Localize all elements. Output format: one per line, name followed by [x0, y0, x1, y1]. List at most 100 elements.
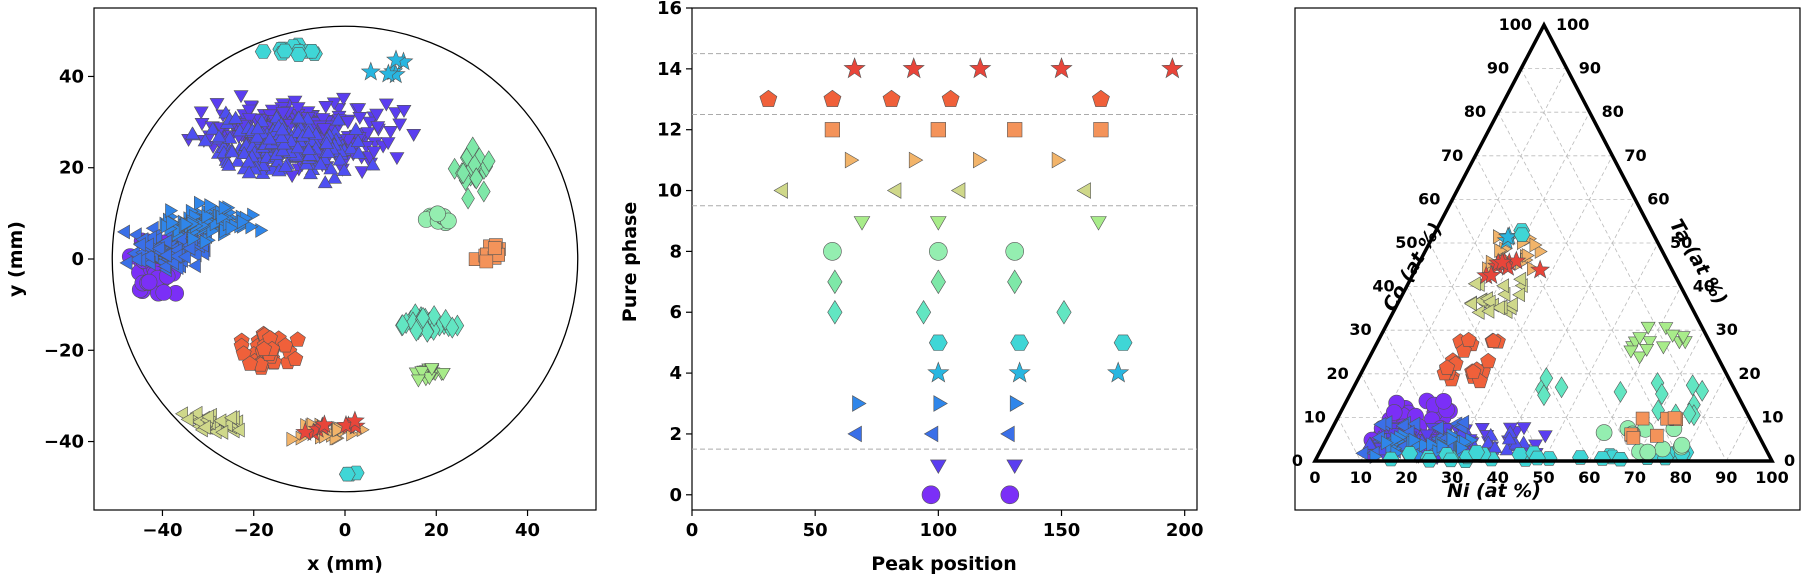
x-tick-label: 50	[803, 520, 828, 541]
data-point	[197, 419, 211, 435]
data-point	[330, 112, 346, 126]
phase-peak-marker	[1050, 57, 1073, 79]
ternary-grid-line	[1634, 330, 1704, 462]
x-tick-label: −20	[234, 520, 274, 541]
data-point	[276, 136, 292, 150]
ternary-point	[1632, 332, 1648, 346]
data-point	[318, 101, 334, 114]
ternary-point	[1381, 435, 1394, 451]
data-point	[327, 170, 343, 184]
data-point	[155, 284, 172, 301]
ternary-point	[1667, 411, 1682, 425]
ternary-point	[1537, 384, 1551, 407]
data-point	[369, 108, 385, 122]
ternary-point	[1665, 329, 1681, 343]
phase-peak-marker	[1006, 459, 1024, 474]
ternary-bottom-tick: 50	[1532, 468, 1554, 487]
ternary-point	[1623, 345, 1639, 359]
pure-phase-dashed-lines	[692, 53, 1197, 450]
data-point	[205, 121, 221, 135]
data-point	[351, 103, 367, 117]
y-tick-label: −20	[44, 340, 84, 361]
ternary-point	[1554, 376, 1569, 399]
data-point	[348, 121, 364, 135]
phase-peak-marker	[1107, 361, 1130, 383]
data-point	[424, 363, 440, 376]
wafer-map-ylabel: y (mm)	[5, 221, 27, 297]
ternary-right-tick: 40	[1693, 277, 1715, 296]
data-point	[287, 95, 303, 109]
ternary-left-tick: 60	[1418, 189, 1440, 208]
data-point	[319, 135, 335, 149]
ternary-point	[1491, 300, 1505, 316]
ternary-left-tick: 80	[1464, 102, 1486, 121]
x-tick-label: 0	[686, 520, 699, 541]
data-point	[180, 411, 194, 427]
ternary-point	[1373, 416, 1387, 432]
ternary-point	[1504, 296, 1518, 312]
phase-peak-marker	[1010, 334, 1029, 351]
data-point	[201, 409, 214, 425]
phase-peak-marker	[1009, 395, 1025, 412]
data-point	[180, 216, 194, 232]
phase-peak-marker	[928, 242, 948, 261]
ternary-point	[1529, 237, 1543, 253]
data-point	[421, 372, 437, 386]
data-point	[249, 129, 265, 143]
data-point	[221, 157, 237, 171]
x-tick-label: 40	[515, 520, 540, 541]
ternary-bottom-tick: 0	[1309, 468, 1320, 487]
x-tick-label: 100	[920, 520, 958, 541]
data-point	[151, 241, 165, 257]
ternary-point	[1626, 431, 1641, 445]
ternary-grid-line	[1383, 330, 1453, 462]
data-point	[119, 255, 133, 271]
data-point	[409, 319, 424, 342]
data-point	[189, 405, 203, 421]
data-point	[340, 116, 356, 130]
pure-phase-xlabel: Peak position	[871, 553, 1017, 575]
ternary-point	[1464, 296, 1477, 312]
ternary-point	[1530, 259, 1551, 279]
data-point	[230, 153, 246, 167]
wafer-map-xlabel: x (mm)	[307, 553, 383, 575]
ternary-grid-line	[1520, 68, 1727, 462]
phase-peak-marker	[950, 182, 966, 199]
phase-peak-marker	[1113, 334, 1133, 351]
data-point	[215, 424, 229, 440]
ternary-grid-line	[1452, 199, 1590, 462]
phase-peak-marker	[941, 89, 960, 107]
y-tick-label: 0	[669, 485, 682, 506]
phase-peak-marker	[973, 151, 988, 169]
data-point	[388, 107, 404, 121]
ternary-bottom-tick: 20	[1395, 468, 1417, 487]
wafer-map-markers	[111, 25, 579, 493]
data-point	[236, 146, 252, 159]
ternary-point	[1456, 414, 1470, 430]
x-tick-label: 0	[339, 520, 352, 541]
data-point	[332, 152, 348, 166]
ternary-point	[1390, 431, 1404, 447]
data-point	[165, 203, 179, 219]
data-point	[213, 413, 227, 429]
ternary-point	[1675, 331, 1691, 345]
data-point	[336, 163, 352, 176]
x-tick-label: 20	[424, 520, 449, 541]
data-point	[241, 113, 257, 127]
data-point	[204, 198, 218, 214]
data-point	[141, 248, 155, 264]
data-point	[427, 305, 441, 328]
data-point	[290, 102, 306, 116]
data-point	[365, 157, 381, 171]
data-point	[317, 175, 333, 189]
data-point	[241, 355, 258, 371]
data-point	[488, 241, 502, 255]
data-point	[289, 331, 306, 347]
phase-peak-marker	[916, 299, 932, 325]
ternary-bottom-tick: 70	[1624, 468, 1646, 487]
y-tick-label: 20	[59, 158, 84, 179]
data-point	[201, 208, 215, 224]
phase-peak-marker	[923, 425, 939, 443]
ternary-grid-line	[1725, 417, 1750, 462]
ternary-point	[1685, 374, 1700, 397]
